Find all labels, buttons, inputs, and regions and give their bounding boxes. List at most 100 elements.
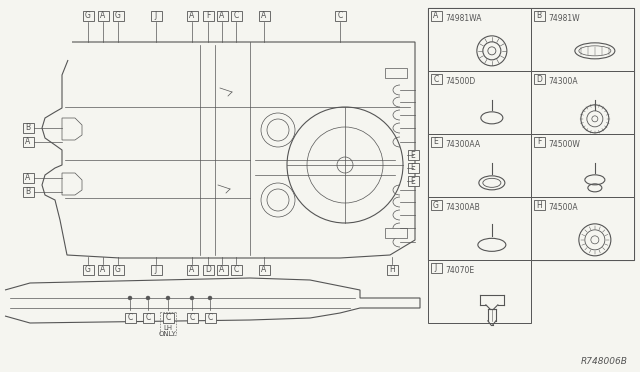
- Text: A: A: [261, 266, 267, 275]
- Text: J: J: [155, 266, 157, 275]
- Text: B: B: [26, 124, 31, 132]
- Text: J: J: [435, 263, 437, 273]
- Bar: [534, 200, 545, 210]
- Text: A: A: [26, 138, 31, 147]
- Text: C: C: [165, 314, 171, 323]
- Text: E: E: [411, 164, 415, 173]
- Bar: [113, 11, 124, 21]
- Bar: [431, 137, 442, 147]
- Text: C: C: [433, 74, 438, 83]
- Text: R748006B: R748006B: [581, 357, 628, 366]
- Text: A: A: [26, 173, 31, 183]
- Text: 74500D: 74500D: [445, 77, 476, 86]
- Bar: [22, 123, 33, 133]
- Bar: [408, 163, 419, 173]
- Text: 74981W: 74981W: [548, 14, 580, 23]
- Bar: [428, 260, 531, 323]
- Bar: [428, 71, 531, 134]
- Circle shape: [146, 296, 150, 300]
- Bar: [186, 313, 198, 323]
- Bar: [534, 74, 545, 84]
- Text: G: G: [115, 12, 121, 20]
- Text: H: H: [389, 266, 395, 275]
- Circle shape: [166, 296, 170, 300]
- Bar: [186, 11, 198, 21]
- Bar: [408, 150, 419, 160]
- Text: A: A: [100, 266, 106, 275]
- Text: D: D: [536, 74, 542, 83]
- Text: G: G: [433, 201, 439, 209]
- Bar: [143, 313, 154, 323]
- Bar: [531, 197, 634, 260]
- Bar: [428, 134, 531, 197]
- Text: A: A: [189, 12, 195, 20]
- Bar: [216, 11, 227, 21]
- Text: F: F: [206, 12, 210, 20]
- Text: 74500A: 74500A: [548, 203, 578, 212]
- Text: C: C: [337, 12, 342, 20]
- Bar: [230, 11, 241, 21]
- Bar: [534, 11, 545, 21]
- Text: 74981WA: 74981WA: [445, 14, 481, 23]
- Bar: [428, 8, 634, 260]
- Bar: [22, 187, 33, 197]
- Bar: [531, 71, 634, 134]
- Text: G: G: [115, 266, 121, 275]
- Bar: [385, 228, 407, 238]
- Bar: [259, 11, 269, 21]
- Bar: [531, 134, 634, 197]
- Bar: [531, 8, 634, 71]
- Text: C: C: [234, 12, 239, 20]
- Text: 74300AA: 74300AA: [445, 140, 480, 149]
- Text: 74070E: 74070E: [445, 266, 474, 275]
- Bar: [22, 137, 33, 147]
- Text: A: A: [100, 12, 106, 20]
- Bar: [431, 11, 442, 21]
- Bar: [83, 11, 93, 21]
- Bar: [150, 265, 161, 275]
- Text: LH: LH: [163, 325, 173, 331]
- Text: ONLY: ONLY: [159, 331, 177, 337]
- Bar: [202, 265, 214, 275]
- Bar: [150, 11, 161, 21]
- Text: 74300A: 74300A: [548, 77, 578, 86]
- Bar: [202, 11, 214, 21]
- Text: C: C: [189, 314, 195, 323]
- Bar: [408, 176, 419, 186]
- Bar: [428, 197, 531, 260]
- Bar: [385, 68, 407, 78]
- Bar: [97, 265, 109, 275]
- Text: D: D: [205, 266, 211, 275]
- Bar: [83, 265, 93, 275]
- Bar: [163, 313, 173, 323]
- Text: E: E: [411, 151, 415, 160]
- Circle shape: [190, 296, 194, 300]
- Text: C: C: [145, 314, 150, 323]
- Bar: [186, 265, 198, 275]
- Bar: [125, 313, 136, 323]
- Text: C: C: [207, 314, 212, 323]
- Text: G: G: [85, 12, 91, 20]
- Text: B: B: [536, 12, 541, 20]
- Bar: [431, 74, 442, 84]
- Bar: [216, 265, 227, 275]
- Text: C: C: [234, 266, 239, 275]
- Bar: [205, 313, 216, 323]
- Text: 74300AB: 74300AB: [445, 203, 480, 212]
- Text: A: A: [220, 266, 225, 275]
- Text: F: F: [537, 138, 541, 147]
- Bar: [387, 265, 397, 275]
- Text: A: A: [261, 12, 267, 20]
- Text: E: E: [434, 138, 438, 147]
- Text: C: C: [127, 314, 132, 323]
- Bar: [97, 11, 109, 21]
- Text: A: A: [189, 266, 195, 275]
- Circle shape: [128, 296, 132, 300]
- Bar: [431, 263, 442, 273]
- Text: J: J: [155, 12, 157, 20]
- Text: H: H: [536, 201, 542, 209]
- Bar: [22, 173, 33, 183]
- Bar: [428, 8, 531, 71]
- Text: G: G: [85, 266, 91, 275]
- Text: A: A: [433, 12, 438, 20]
